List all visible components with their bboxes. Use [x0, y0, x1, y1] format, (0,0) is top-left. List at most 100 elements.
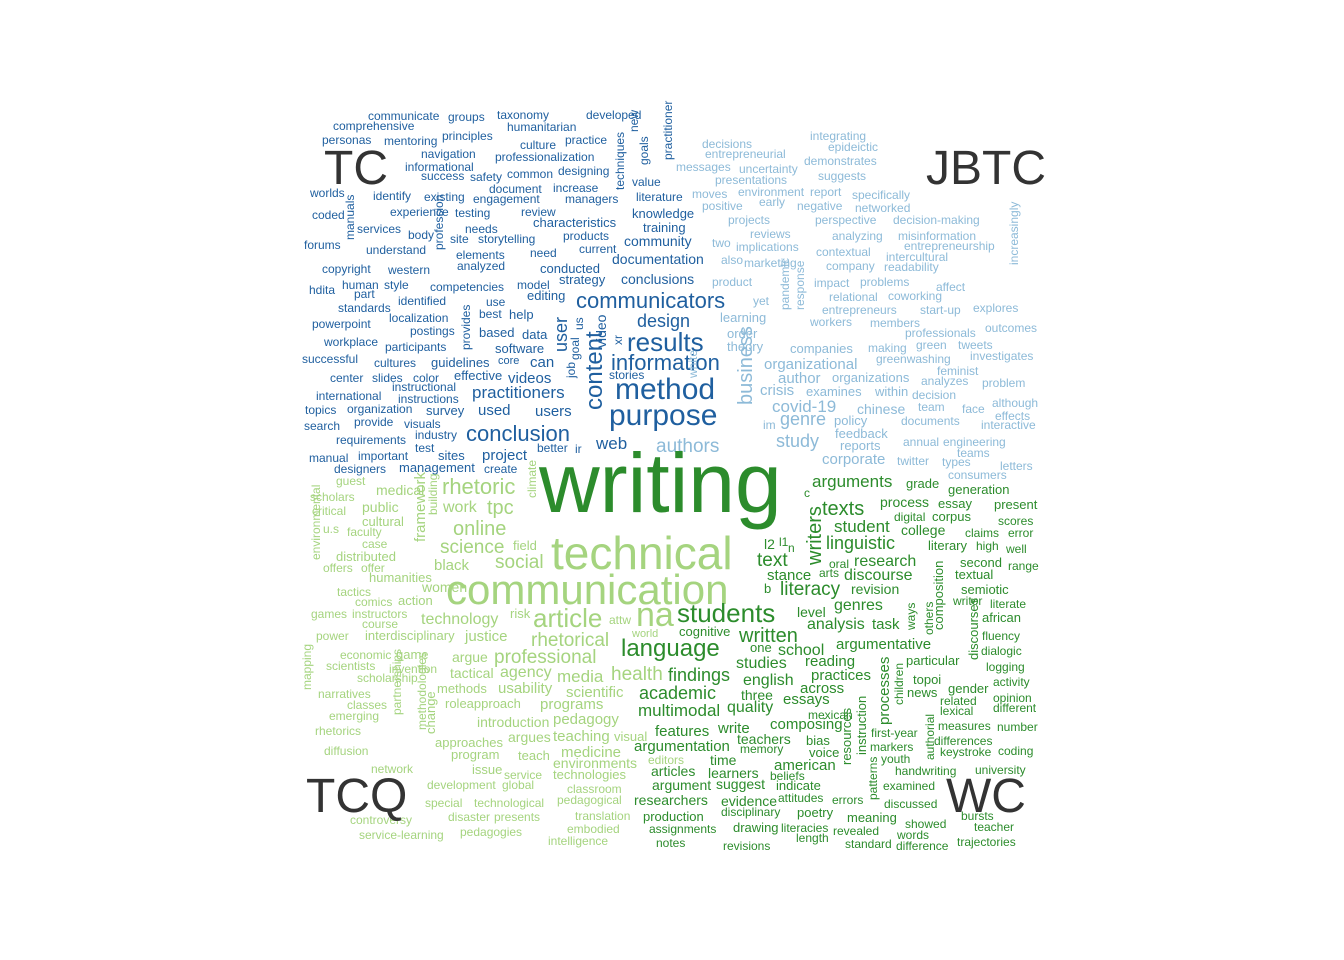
- word-wc-researchers: researchers: [634, 792, 708, 808]
- word-wc-language: language: [621, 635, 720, 662]
- word-wc-authorial: authorial: [923, 714, 937, 760]
- word-wc-markers: markers: [870, 740, 913, 754]
- word-tc-model: model: [517, 278, 550, 292]
- word-tcq-health: health: [611, 664, 663, 685]
- word-jbtc-study: study: [776, 431, 819, 451]
- word-wc-college: college: [901, 522, 946, 538]
- word-jbtc-negative: negative: [797, 199, 843, 213]
- word-wc-generation: generation: [948, 482, 1009, 497]
- word-tcq-argues: argues: [508, 729, 551, 745]
- word-tcq-guest: guest: [336, 474, 366, 488]
- word-tcq-technologies: technologies: [553, 767, 626, 782]
- word-tcq-interdisciplinary: interdisciplinary: [365, 628, 455, 643]
- word-jbtc-order: order: [727, 326, 758, 341]
- word-jbtc-environment: environment: [738, 185, 805, 199]
- word-wc-first-year: first-year: [871, 726, 918, 740]
- word-jbtc-tweets: tweets: [958, 338, 993, 352]
- word-wc-learners: learners: [708, 765, 759, 781]
- word-jbtc-members: members: [870, 316, 920, 330]
- word-tcq-controversy: controversy: [350, 813, 412, 827]
- word-tc-practitioners: practitioners: [472, 383, 565, 402]
- word-tcq-classes: classes: [347, 698, 387, 712]
- word-wc-coding: coding: [998, 744, 1033, 758]
- word-tcq-disaster: disaster: [448, 810, 490, 824]
- word-tc-better: better: [537, 441, 568, 455]
- word-wc-literacy: literacy: [780, 579, 841, 600]
- word-tc-xr: xr: [611, 335, 625, 345]
- word-jbtc-teams: teams: [957, 446, 990, 460]
- word-tc-can: can: [530, 354, 554, 371]
- word-tcq-women: women: [421, 579, 467, 595]
- word-tc-western: western: [387, 263, 430, 277]
- word-tc-topics: topics: [305, 403, 336, 417]
- word-jbtc-integrating: integrating: [810, 129, 866, 143]
- word-tc-based: based: [479, 325, 514, 340]
- word-jbtc-pandemic: pandemic: [778, 258, 792, 310]
- word-tc-create: create: [484, 462, 518, 476]
- word-tc-new: new: [627, 110, 641, 132]
- word-wc-trajectories: trajectories: [957, 835, 1016, 849]
- word-wc-arguments: arguments: [812, 472, 892, 491]
- word-tc-competencies: competencies: [430, 280, 504, 294]
- word-jbtc-epideictic: epideictic: [828, 140, 878, 154]
- word-wc-particular: particular: [906, 653, 960, 668]
- word-wc-composing: composing: [770, 716, 843, 733]
- word-wc-genres: genres: [834, 597, 883, 614]
- word-jbtc-team: team: [918, 400, 945, 414]
- word-tcq-medicine: medicine: [561, 744, 621, 761]
- word-tc-safety: safety: [470, 170, 502, 184]
- word-jbtc-problems: problems: [860, 275, 909, 289]
- word-wc-texts: texts: [822, 498, 864, 520]
- word-tc-forums: forums: [304, 238, 341, 252]
- word-tc-us: us: [572, 317, 586, 330]
- word-tc-video: video: [593, 314, 609, 348]
- word-tc-taxonomy: taxonomy: [497, 108, 549, 122]
- word-tc-design: design: [637, 311, 690, 331]
- word-jbtc-presentations: presentations: [715, 173, 787, 187]
- word-tcq-case: case: [362, 537, 388, 551]
- word-tc-developed: developed: [586, 108, 641, 122]
- word-tc-cultures: cultures: [374, 356, 416, 370]
- word-wc-write: write: [717, 720, 750, 737]
- word-wc-digital: digital: [894, 510, 925, 524]
- word-jbtc-affect: affect: [936, 280, 966, 294]
- word-tcq-risk: risk: [510, 606, 531, 621]
- word-tc-human: human: [342, 278, 379, 292]
- word-tc-conducted: conducted: [540, 261, 600, 276]
- word-tc-powerpoint: powerpoint: [312, 317, 371, 331]
- word-tcq-presents: presents: [494, 810, 540, 824]
- word-jbtc-problem: problem: [982, 376, 1025, 390]
- word-tcq-development: development: [427, 778, 496, 792]
- word-tc-products: products: [563, 229, 609, 243]
- word-jbtc-documents: documents: [901, 414, 960, 428]
- word-tcq-issue: issue: [472, 762, 502, 777]
- word-tcq-game: game: [396, 647, 429, 662]
- word-tcq-pedagogical: pedagogical: [557, 793, 622, 807]
- word-wc-well: well: [1005, 542, 1027, 556]
- word-tcq-power: power: [316, 629, 349, 643]
- word-tcq-diffusion: diffusion: [324, 744, 368, 758]
- word-tcq-course: course: [362, 617, 398, 631]
- word-tc-participants: participants: [385, 340, 446, 354]
- word-wc-corpus: corpus: [932, 509, 972, 524]
- word-tcq-roleapproach: roleapproach: [445, 696, 521, 711]
- word-tc-project: project: [482, 447, 528, 464]
- word-tc-goals: goals: [637, 136, 651, 165]
- word-wc-mexican: mexican: [808, 708, 853, 722]
- word-tc-postings: postings: [410, 324, 455, 338]
- word-tc-communicate: communicate: [368, 109, 440, 123]
- word-wc-patterns: patterns: [866, 757, 880, 800]
- word-tc-goal: goal: [568, 337, 582, 360]
- word-jbtc-also: also: [721, 253, 743, 267]
- word-jbtc-moves: moves: [692, 187, 727, 201]
- word-jbtc-coworking: coworking: [888, 289, 942, 303]
- word-jbtc-marketing: marketing: [744, 256, 797, 270]
- word-wc-disciplinary: disciplinary: [721, 805, 780, 819]
- word-tcq-public: public: [362, 499, 399, 515]
- word-jbtc-white: white: [686, 350, 700, 379]
- word-jbtc-companies: companies: [790, 341, 853, 356]
- word-tc-visuals: visuals: [404, 417, 441, 431]
- word-tcq-argue: argue: [452, 649, 488, 665]
- word-tcq-social: social: [495, 552, 544, 573]
- word-tc-organization: organization: [347, 402, 412, 416]
